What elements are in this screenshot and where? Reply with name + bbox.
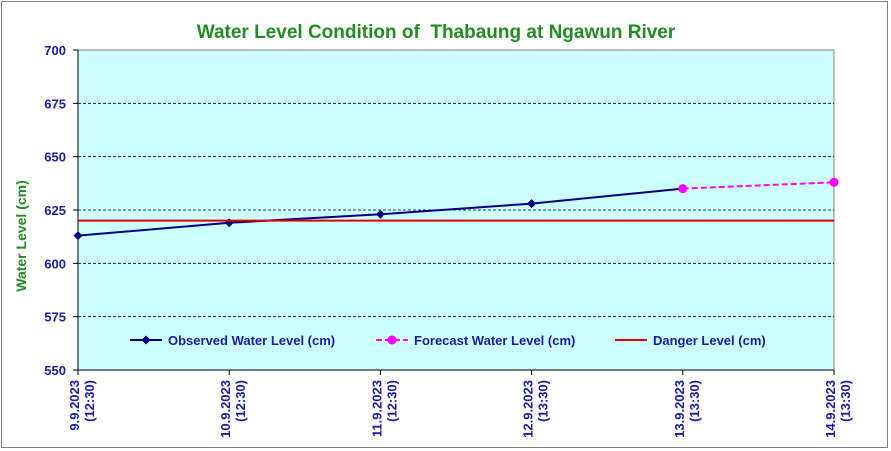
x-tick-label-date: 14.9.2023 (823, 380, 838, 438)
forecast-water-level-point (678, 184, 688, 194)
y-axis-label: Water Level (cm) (13, 180, 29, 292)
x-tick-label-date: 12.9.2023 (521, 380, 536, 438)
x-tick-label-time: (12:30) (82, 380, 97, 422)
x-tick-label-date: 10.9.2023 (218, 380, 233, 438)
y-tick-label: 550 (44, 363, 66, 378)
y-tick-label: 600 (44, 256, 66, 271)
observed-water-level-point (527, 199, 537, 209)
chart-title: Water Level Condition of Thabaung at Nga… (197, 22, 676, 43)
x-tick-label-time: (12:30) (384, 380, 399, 422)
y-tick-label: 650 (44, 150, 66, 165)
legend-marker-forecast-water-level (387, 335, 397, 345)
legend-label-observed-water-level: Observed Water Level (cm) (168, 333, 335, 348)
x-tick-label-time: (13:30) (838, 380, 853, 422)
forecast-water-level-point (829, 177, 839, 187)
legend: Observed Water Level (cm) Forecast Water … (130, 333, 766, 348)
x-tick-label-date: 9.9.2023 (67, 380, 82, 431)
legend-label-forecast-water-level: Forecast Water Level (cm) (414, 333, 575, 348)
y-tick-label: 700 (44, 43, 66, 58)
y-tick-label: 575 (44, 310, 66, 325)
x-tick-label-time: (13:30) (687, 380, 702, 422)
legend-marker-observed-water-level (141, 335, 151, 345)
observed-water-level-point (375, 209, 385, 219)
y-tick-label: 625 (44, 203, 66, 218)
x-tick-label-time: (13:30) (536, 380, 551, 422)
x-tick-label-date: 13.9.2023 (672, 380, 687, 438)
forecast-water-level-line (682, 181, 835, 190)
legend-label-danger-level: Danger Level (cm) (653, 333, 766, 348)
observed-water-level-point (73, 231, 83, 241)
x-tick-label-date: 11.9.2023 (369, 380, 384, 437)
y-tick-label: 675 (44, 96, 66, 111)
x-tick-label-time: (12:30) (233, 380, 248, 422)
